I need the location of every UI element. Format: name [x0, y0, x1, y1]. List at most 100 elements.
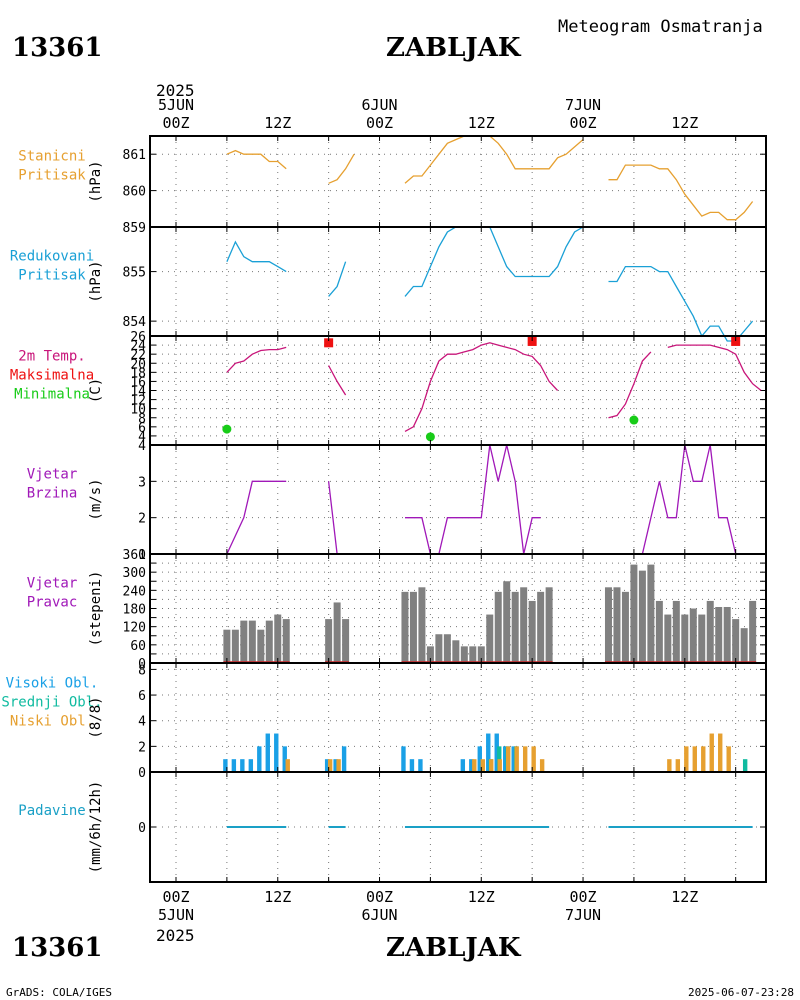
bar — [282, 619, 290, 663]
bar — [701, 746, 706, 772]
y-axis-label: (m/s) — [88, 478, 104, 520]
bar — [333, 602, 341, 663]
bar — [520, 587, 528, 663]
series-line — [608, 351, 652, 419]
bar — [742, 759, 748, 772]
y-tick-label: 14 — [130, 385, 146, 400]
bar — [514, 746, 519, 772]
bar — [689, 608, 697, 663]
bar — [503, 581, 511, 663]
panel-frame — [149, 771, 767, 883]
bar — [409, 591, 417, 663]
y-tick-label: 2 — [138, 740, 146, 755]
panel-clouds: Visoki Obl. Srednji Obl. Niski Obl.(8/8) 0 2… — [1, 662, 767, 781]
bar — [265, 620, 273, 663]
y-tick-label: 6 — [138, 689, 146, 704]
bar — [684, 746, 689, 772]
bar — [248, 759, 254, 772]
series-line — [667, 344, 762, 392]
top-time-label: 00Z — [366, 114, 393, 132]
bar — [324, 759, 330, 772]
panel-label: 2m Temp. — [18, 349, 85, 365]
bar — [511, 746, 516, 772]
y-axis-label: (C) — [88, 378, 104, 403]
footer-station-name: ZABLJAK — [386, 933, 522, 963]
bar — [647, 564, 655, 663]
series-line — [404, 135, 584, 184]
series-line — [404, 226, 584, 297]
y-tick-label: 0 — [138, 766, 146, 781]
bar — [672, 600, 680, 663]
y-tick-label: 22 — [130, 348, 146, 363]
bar — [692, 746, 697, 772]
bar — [655, 600, 663, 663]
y-tick-label: 12 — [130, 394, 146, 409]
tmin-marker — [629, 415, 639, 425]
bottom-time-label: 00Z — [366, 888, 393, 906]
y-tick-label: 20 — [130, 357, 146, 372]
bottom-date-label: 7JUN — [565, 906, 601, 924]
top-time-label: 12Z — [468, 114, 495, 132]
bar — [472, 759, 477, 772]
bar — [418, 587, 426, 663]
bar — [522, 746, 528, 772]
tmin-marker — [222, 424, 232, 434]
panel-label: Pravac — [27, 595, 78, 611]
y-tick-label: 3 — [138, 475, 146, 490]
subtitle: Meteogram Osmatranja — [558, 17, 763, 37]
y-tick-label: 4 — [138, 715, 146, 730]
y-tick-label: 16 — [130, 375, 146, 390]
bottom-time-label: 12Z — [264, 888, 291, 906]
bar — [494, 733, 499, 772]
bar — [726, 746, 731, 772]
year-top: 2025 — [156, 81, 195, 100]
bar — [341, 746, 347, 772]
bar — [539, 759, 545, 772]
y-tick-label: 0 — [138, 821, 146, 836]
panel-wind_direction: Vjetar Pravac (stepeni) 0 60 120 180 240 300 360 — [27, 548, 767, 672]
tmin-marker — [425, 432, 435, 442]
panel-frame — [149, 335, 767, 446]
y-tick-label: 10 — [130, 403, 146, 418]
credit: GrADS: COLA/IGES — [6, 986, 112, 999]
bar — [257, 746, 262, 772]
y-tick-label: 6 — [138, 421, 146, 436]
series-line — [608, 444, 753, 555]
bar — [285, 759, 290, 772]
y-tick-label: 24 — [130, 339, 146, 354]
bar — [325, 619, 333, 663]
panel-label: Visoki Obl. — [6, 676, 99, 692]
bar — [613, 587, 621, 663]
bar — [489, 759, 494, 772]
y-tick-label: 0 — [138, 657, 146, 672]
bar — [282, 746, 287, 772]
bar — [664, 614, 672, 663]
series-line — [405, 444, 541, 555]
panel-reduced_pressure: Redukovani Pritisak (hPa) 854 855 — [10, 226, 767, 342]
bottom-time-label: 12Z — [671, 888, 698, 906]
y-tick-label: 240 — [123, 584, 146, 599]
y-tick-label: 18 — [130, 366, 146, 381]
bar — [732, 619, 740, 663]
bar — [342, 619, 350, 663]
panel-frame — [149, 135, 767, 228]
panel-station_pressure: Stanicni Pritisak (hPa) 859 860 861 — [18, 135, 767, 236]
bar — [333, 759, 338, 772]
bar — [749, 600, 757, 663]
bar — [698, 614, 706, 663]
top-time-label: 12Z — [264, 114, 291, 132]
bar — [706, 600, 714, 663]
y-tick-label: 120 — [123, 621, 146, 636]
bar — [531, 746, 536, 772]
y-tick-label: 861 — [123, 148, 146, 163]
bar — [715, 606, 723, 663]
y-tick-label: 2 — [138, 512, 146, 527]
y-tick-label: 8 — [138, 412, 146, 427]
bottom-time-label: 00Z — [569, 888, 596, 906]
series-line — [404, 342, 559, 432]
bar — [486, 733, 491, 772]
bar — [621, 591, 629, 663]
bottom-date-label: 5JUN — [158, 906, 194, 924]
y-tick-label: 300 — [123, 566, 146, 581]
